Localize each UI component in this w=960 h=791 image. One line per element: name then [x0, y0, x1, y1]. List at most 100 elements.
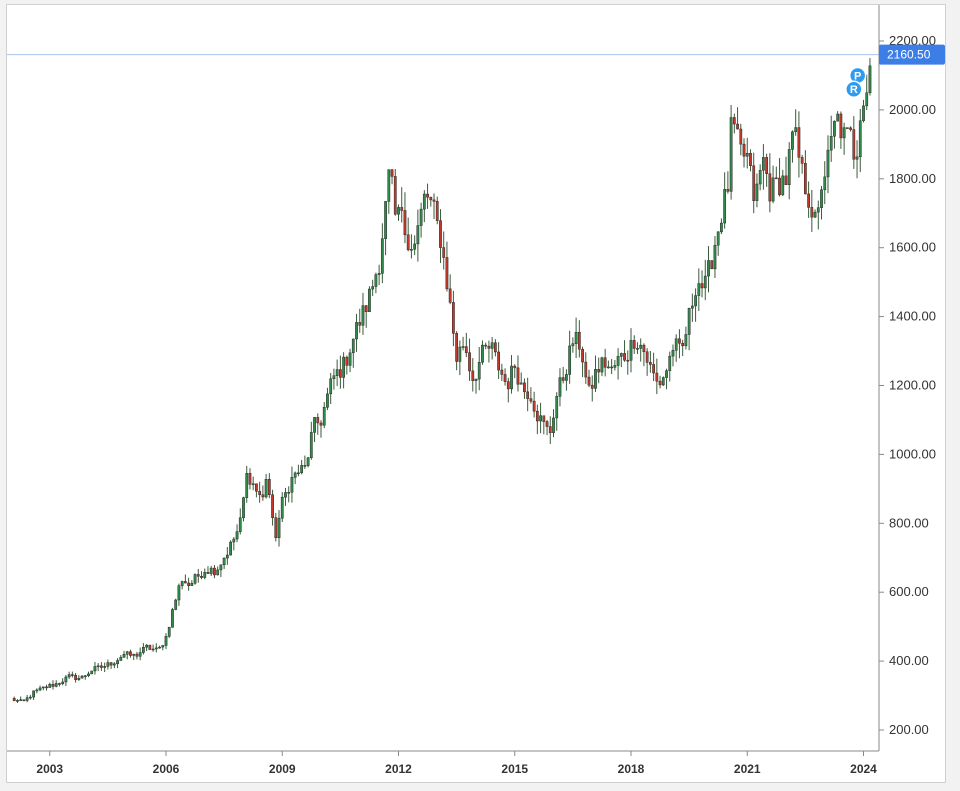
candle-up — [639, 344, 643, 349]
candle-up — [245, 473, 249, 498]
candle-down — [581, 348, 584, 363]
candle-up — [164, 636, 168, 646]
candle-down — [852, 129, 856, 160]
candle-down — [345, 356, 349, 366]
candle-down — [183, 581, 187, 584]
candle-down — [393, 176, 397, 215]
candle-up — [607, 366, 610, 369]
candle-up — [568, 345, 572, 375]
candle-up — [684, 334, 688, 347]
candle-down — [403, 210, 407, 236]
event-marker-label: P — [854, 70, 861, 82]
candle-down — [749, 152, 752, 166]
candle-down — [774, 177, 778, 180]
candle-down — [432, 199, 436, 202]
candle-up — [636, 348, 639, 350]
candle-up — [745, 152, 749, 157]
x-axis: 2003 2006 2009 2012 2015 2018 2021 2024 — [36, 751, 877, 776]
candle-up — [565, 374, 568, 381]
candle-up — [351, 338, 355, 354]
candle-down — [561, 377, 565, 381]
candle-down — [506, 381, 510, 390]
candle-up — [229, 541, 232, 556]
candle-down — [442, 247, 446, 258]
candle-down — [448, 288, 452, 303]
candle-down — [584, 361, 588, 378]
candle-up — [571, 343, 575, 347]
candle-up — [177, 585, 181, 601]
candle-up — [306, 457, 310, 466]
candle-down — [726, 189, 730, 192]
candle-up — [387, 169, 391, 202]
candle-up — [374, 274, 378, 287]
candle-down — [316, 417, 320, 424]
candle-down — [529, 398, 533, 402]
candle-up — [671, 350, 675, 357]
candle-up — [410, 249, 413, 251]
candle-down — [523, 382, 526, 393]
candle-down — [109, 662, 113, 666]
candle-down — [358, 322, 362, 326]
candle-down — [849, 127, 852, 130]
candle-up — [180, 581, 184, 586]
candle-up — [297, 472, 300, 475]
candle-down — [135, 653, 139, 657]
candle-up — [93, 666, 97, 672]
y-tick-label: 2000.00 — [889, 102, 936, 117]
candle-up — [280, 496, 284, 519]
candle-up — [293, 472, 297, 478]
candle-up — [203, 572, 207, 578]
candle-up — [555, 396, 559, 419]
candle-down — [516, 367, 520, 385]
x-tick-label: 2021 — [734, 762, 761, 776]
candle-down — [200, 575, 203, 578]
candle-up — [300, 465, 304, 474]
candle-up — [309, 432, 313, 459]
y-tick-label: 400.00 — [889, 653, 929, 668]
candle-up — [674, 338, 678, 351]
candle-down — [445, 257, 449, 290]
candle-up — [284, 492, 287, 498]
y-tick-label: 1400.00 — [889, 309, 936, 324]
candle-up — [106, 662, 110, 667]
candle-up — [594, 369, 597, 389]
candle-up — [138, 652, 142, 657]
candle-down — [196, 574, 200, 577]
candle-up — [842, 127, 846, 139]
event-marker-label: R — [850, 84, 858, 96]
candle-up — [41, 686, 45, 689]
candle-up — [829, 135, 833, 151]
candle-up — [665, 370, 668, 378]
candle-up — [771, 177, 775, 202]
candle-up — [419, 208, 423, 226]
candle-up — [836, 113, 840, 122]
candle-up — [103, 666, 107, 668]
candle-down — [51, 684, 55, 687]
candle-up — [713, 244, 717, 270]
candle-up — [238, 517, 242, 532]
candle-down — [274, 517, 278, 539]
candle-down — [319, 422, 323, 426]
candle-up — [833, 120, 836, 137]
candle-down — [400, 207, 404, 211]
candle-up — [154, 647, 158, 650]
x-tick-label: 2009 — [269, 762, 296, 776]
candle-up — [416, 225, 420, 245]
candle-up — [329, 378, 333, 395]
y-tick-label: 600.00 — [889, 584, 929, 599]
candle-up — [193, 574, 197, 584]
y-tick-label: 1200.00 — [889, 378, 936, 393]
candle-up — [313, 417, 316, 433]
candle-up — [38, 687, 42, 691]
candle-down — [597, 369, 601, 373]
candle-down — [267, 478, 271, 496]
event-markers[interactable]: PR — [845, 66, 867, 98]
x-tick-label: 2018 — [618, 762, 645, 776]
candle-up — [290, 477, 294, 493]
candle-up — [54, 683, 58, 687]
candle-down — [464, 346, 468, 353]
candle-up — [600, 357, 604, 373]
candle-up — [477, 362, 481, 380]
candle-up — [458, 346, 462, 362]
event-marker-r[interactable] — [845, 80, 863, 98]
